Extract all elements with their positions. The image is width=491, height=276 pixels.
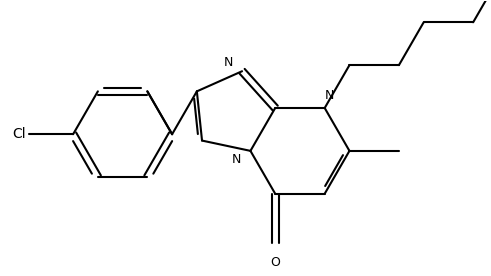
Text: N: N: [232, 153, 241, 166]
Text: N: N: [325, 89, 334, 102]
Text: O: O: [270, 256, 280, 269]
Text: Cl: Cl: [12, 127, 26, 141]
Text: N: N: [223, 56, 233, 69]
